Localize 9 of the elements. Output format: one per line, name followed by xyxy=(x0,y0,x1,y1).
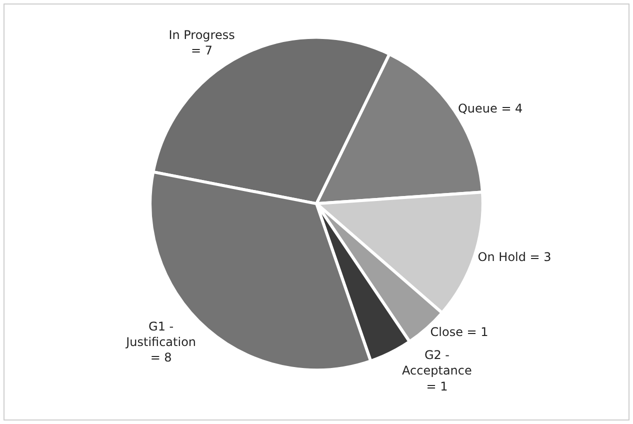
data-label: = 1 xyxy=(426,379,448,394)
data-label: = 8 xyxy=(150,350,172,365)
slice-label: G2 - Acceptance xyxy=(402,348,472,378)
slice-label: Close = 1 xyxy=(430,325,488,340)
data-label: = 7 xyxy=(191,44,213,58)
slice-label: In Progress xyxy=(168,28,235,42)
slice-label: On Hold = 3 xyxy=(478,250,552,264)
slice-label: G1 - Justification xyxy=(125,320,196,350)
slice-label: Queue = 4 xyxy=(458,101,523,116)
